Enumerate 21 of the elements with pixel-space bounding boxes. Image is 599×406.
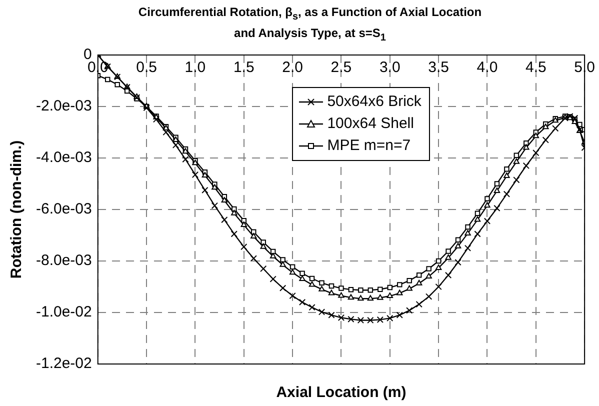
x-tick-label: 2.5 (330, 59, 352, 76)
legend-label: 100x64 Shell (327, 114, 414, 134)
x-tick-label: 4.5 (525, 59, 546, 76)
x-tick-label: 1.5 (233, 59, 254, 76)
x-tick-label: 3.5 (428, 59, 449, 76)
y-tick-label: -1.0e-02 (36, 304, 92, 321)
x-tick-label: 2.0 (282, 59, 303, 76)
y-tick-label: -1.2e-02 (36, 355, 92, 372)
x-tick-label: 0.5 (136, 59, 157, 76)
legend-label: 50x64x6 Brick (327, 92, 422, 112)
y-tick-label: -4.0e-03 (36, 149, 92, 166)
y-tick-label: -8.0e-03 (36, 252, 92, 270)
y-tick-label: -2.0e-03 (36, 98, 92, 115)
x-tick-label: 1.0 (184, 59, 206, 76)
x-tick-label: 4.0 (476, 59, 498, 76)
legend-label: MPE m=n=7 (327, 136, 411, 156)
x-axis-title: Axial Location (m) (276, 384, 406, 402)
x-tick-label: 3.0 (379, 59, 400, 76)
chart-title: Circumferential Rotation, β$_{s}$, as a Function of Axial Location and Analysis Type, at s=S$_{1}$ (137, 4, 483, 46)
y-axis-title: Rotation (non-dim.) (8, 140, 26, 279)
y-tick-label: -6.0e-03 (36, 200, 92, 218)
